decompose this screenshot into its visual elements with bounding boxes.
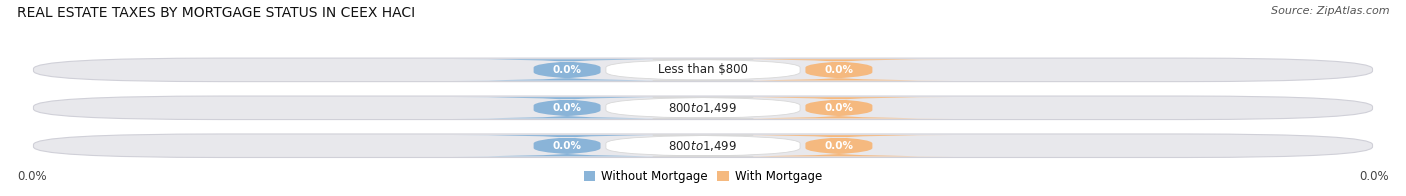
Text: Source: ZipAtlas.com: Source: ZipAtlas.com	[1271, 6, 1389, 16]
FancyBboxPatch shape	[453, 97, 681, 118]
FancyBboxPatch shape	[453, 59, 681, 81]
Text: $800 to $1,499: $800 to $1,499	[668, 139, 738, 153]
FancyBboxPatch shape	[606, 59, 800, 81]
FancyBboxPatch shape	[34, 96, 1372, 120]
Legend: Without Mortgage, With Mortgage: Without Mortgage, With Mortgage	[579, 166, 827, 188]
Text: 0.0%: 0.0%	[824, 141, 853, 151]
FancyBboxPatch shape	[34, 134, 1372, 158]
Text: 0.0%: 0.0%	[553, 141, 582, 151]
Text: Less than $800: Less than $800	[658, 63, 748, 76]
Text: 0.0%: 0.0%	[553, 65, 582, 75]
FancyBboxPatch shape	[725, 135, 953, 156]
Text: 0.0%: 0.0%	[17, 170, 46, 183]
Text: 0.0%: 0.0%	[1360, 170, 1389, 183]
Text: 0.0%: 0.0%	[553, 103, 582, 113]
FancyBboxPatch shape	[453, 135, 681, 156]
Text: $800 to $1,499: $800 to $1,499	[668, 101, 738, 115]
Text: REAL ESTATE TAXES BY MORTGAGE STATUS IN CEEX HACI: REAL ESTATE TAXES BY MORTGAGE STATUS IN …	[17, 6, 415, 20]
FancyBboxPatch shape	[606, 135, 800, 156]
FancyBboxPatch shape	[725, 97, 953, 118]
Text: 0.0%: 0.0%	[824, 103, 853, 113]
FancyBboxPatch shape	[725, 59, 953, 81]
Text: 0.0%: 0.0%	[824, 65, 853, 75]
FancyBboxPatch shape	[34, 58, 1372, 82]
FancyBboxPatch shape	[606, 97, 800, 118]
